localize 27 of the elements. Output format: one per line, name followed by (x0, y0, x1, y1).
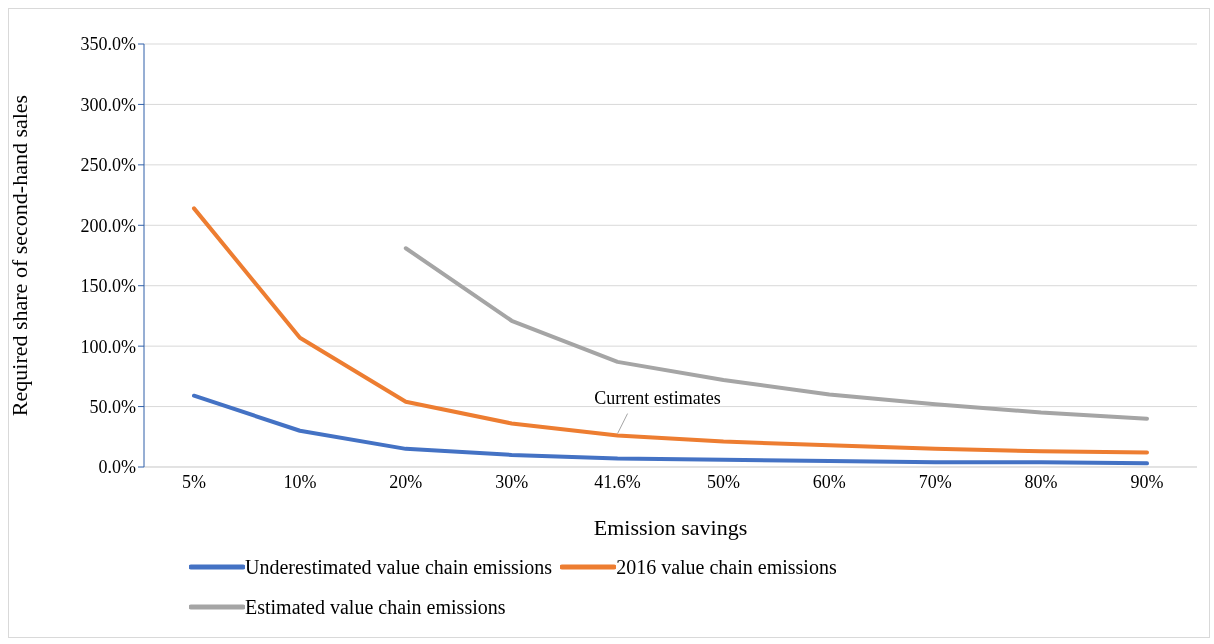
x-tick-label: 80% (1024, 471, 1058, 492)
x-axis-title: Emission savings (593, 515, 748, 540)
legend-label: Estimated value chain emissions (245, 595, 506, 619)
y-tick-label: 50.0% (89, 396, 136, 417)
x-tick-label: 10% (283, 471, 317, 492)
line-series (192, 206, 1149, 455)
annotation: Current estimates (594, 387, 721, 408)
x-tick-label: 20% (389, 471, 423, 492)
y-tick-label: 200.0% (80, 215, 136, 236)
y-axis-title: Required share of second-hand sales (6, 94, 32, 417)
x-tick-label: 5% (182, 471, 206, 492)
line-series (403, 246, 1149, 421)
y-tick-label: 0.0% (98, 457, 136, 478)
legend-label: Underestimated value chain emissions (245, 555, 553, 579)
x-tick-label: 50% (706, 471, 740, 492)
x-tick-label: 41.6% (594, 471, 641, 492)
y-tick-label: 350.0% (80, 34, 136, 55)
x-tick-label: 70% (918, 471, 952, 492)
x-tick-label: 30% (495, 471, 529, 492)
y-tick-label: 300.0% (80, 94, 136, 115)
line-series (192, 393, 1149, 466)
y-tick-label: 250.0% (80, 155, 136, 176)
legend-label: 2016 value chain emissions (616, 555, 837, 579)
y-tick-label: 100.0% (80, 336, 136, 357)
x-tick-label: 60% (812, 471, 846, 492)
x-tick-label: 90% (1130, 471, 1164, 492)
y-tick-label: 150.0% (80, 276, 136, 297)
